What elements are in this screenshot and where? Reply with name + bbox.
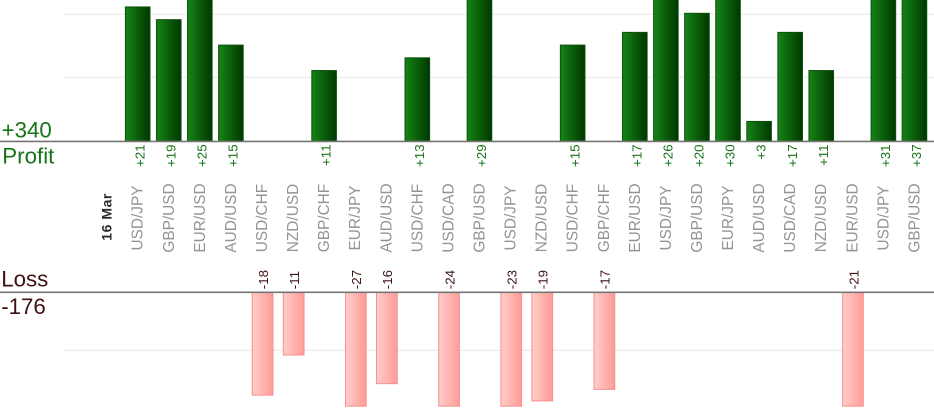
svg-text:GBP/USD: GBP/USD (906, 183, 923, 252)
svg-text:+11: +11 (816, 144, 831, 166)
svg-text:USD/CAD: USD/CAD (440, 183, 457, 252)
svg-text:+21: +21 (132, 144, 147, 167)
svg-text:GBP/USD: GBP/USD (161, 183, 178, 252)
svg-text:-17: -17 (598, 270, 613, 289)
svg-text:+29: +29 (474, 144, 489, 167)
svg-text:GBP/USD: GBP/USD (471, 183, 488, 252)
svg-text:-11: -11 (287, 271, 302, 289)
svg-text:AUD/USD: AUD/USD (378, 183, 395, 252)
svg-text:EUR/JPY: EUR/JPY (347, 186, 364, 251)
svg-text:+31: +31 (878, 144, 893, 167)
svg-text:GBP/CHF: GBP/CHF (316, 184, 333, 252)
svg-text:+37: +37 (909, 144, 924, 167)
svg-text:-18: -18 (256, 270, 271, 289)
svg-text:EUR/USD: EUR/USD (192, 183, 209, 252)
svg-text:+30: +30 (723, 144, 738, 167)
svg-text:NZD/USD: NZD/USD (534, 184, 551, 252)
svg-text:-27: -27 (349, 270, 364, 289)
svg-text:USD/JPY: USD/JPY (503, 186, 520, 251)
svg-text:USD/CHF: USD/CHF (409, 184, 426, 252)
svg-text:+17: +17 (785, 144, 800, 167)
svg-text:+15: +15 (567, 144, 582, 167)
svg-text:AUD/USD: AUD/USD (751, 183, 768, 252)
svg-text:+26: +26 (660, 144, 675, 167)
svg-text:USD/JPY: USD/JPY (875, 186, 892, 251)
svg-text:+25: +25 (194, 144, 209, 167)
svg-text:EUR/USD: EUR/USD (627, 183, 644, 252)
svg-text:+13: +13 (412, 144, 427, 167)
svg-text:-21: -21 (846, 270, 861, 289)
svg-text:-176: -176 (1, 294, 46, 319)
svg-text:+19: +19 (163, 144, 178, 167)
svg-text:+11: +11 (319, 144, 334, 166)
svg-text:Loss: Loss (1, 267, 48, 292)
svg-text:EUR/USD: EUR/USD (844, 183, 861, 252)
svg-text:USD/CAD: USD/CAD (782, 183, 799, 252)
svg-text:USD/CHF: USD/CHF (565, 184, 582, 252)
svg-text:GBP/USD: GBP/USD (689, 183, 706, 252)
svg-text:+340: +340 (2, 117, 52, 142)
svg-text:+15: +15 (226, 144, 241, 167)
svg-text:AUD/USD: AUD/USD (223, 183, 240, 252)
svg-text:-16: -16 (380, 270, 395, 289)
svg-text:-24: -24 (442, 270, 457, 289)
svg-text:EUR/JPY: EUR/JPY (720, 186, 737, 251)
svg-text:16 Mar: 16 Mar (99, 193, 115, 241)
svg-text:NZD/USD: NZD/USD (813, 184, 830, 252)
svg-text:NZD/USD: NZD/USD (285, 184, 302, 252)
svg-text:USD/JPY: USD/JPY (130, 186, 147, 251)
svg-text:USD/JPY: USD/JPY (658, 186, 675, 251)
svg-text:GBP/CHF: GBP/CHF (596, 184, 613, 252)
svg-text:-19: -19 (536, 270, 551, 289)
svg-text:+17: +17 (629, 144, 644, 167)
svg-text:USD/CHF: USD/CHF (254, 184, 271, 252)
svg-text:+20: +20 (692, 144, 707, 167)
svg-text:+3: +3 (754, 144, 769, 159)
svg-text:-23: -23 (505, 270, 520, 289)
svg-text:Profit: Profit (2, 144, 55, 169)
